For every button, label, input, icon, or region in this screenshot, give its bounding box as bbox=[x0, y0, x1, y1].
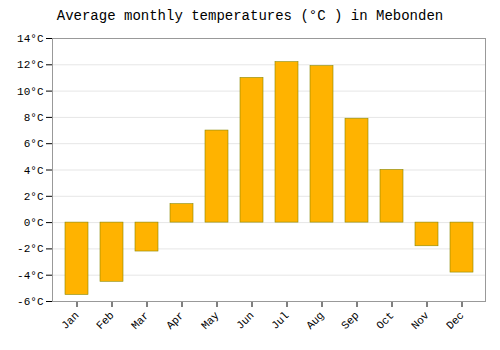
svg-text:12°C: 12°C bbox=[17, 59, 44, 71]
svg-text:Sep: Sep bbox=[339, 309, 361, 331]
svg-text:Oct: Oct bbox=[374, 309, 396, 331]
svg-text:Jun: Jun bbox=[234, 309, 256, 331]
svg-text:Aug: Aug bbox=[304, 309, 326, 331]
svg-text:0°C: 0°C bbox=[24, 217, 44, 229]
svg-text:Nov: Nov bbox=[409, 309, 432, 332]
svg-text:Mar: Mar bbox=[129, 309, 151, 331]
svg-text:6°C: 6°C bbox=[24, 138, 44, 150]
svg-text:2°C: 2°C bbox=[24, 191, 44, 203]
svg-text:Jul: Jul bbox=[269, 309, 291, 331]
svg-text:8°C: 8°C bbox=[24, 112, 44, 124]
svg-text:Feb: Feb bbox=[94, 309, 116, 331]
svg-text:Apr: Apr bbox=[164, 309, 186, 331]
svg-text:Jan: Jan bbox=[59, 309, 81, 331]
svg-text:Dec: Dec bbox=[444, 309, 466, 331]
svg-text:-6°C: -6°C bbox=[17, 296, 44, 308]
svg-text:14°C: 14°C bbox=[17, 33, 44, 45]
svg-text:10°C: 10°C bbox=[17, 86, 44, 98]
svg-text:-2°C: -2°C bbox=[17, 243, 44, 255]
html-text:Average monthly temperatures (: Average monthly temperatures (°C ) in Me… bbox=[56, 8, 444, 24]
svg-text:-4°C: -4°C bbox=[17, 270, 44, 282]
svg-text:May: May bbox=[199, 309, 222, 332]
svg-text:4°C: 4°C bbox=[24, 165, 44, 177]
